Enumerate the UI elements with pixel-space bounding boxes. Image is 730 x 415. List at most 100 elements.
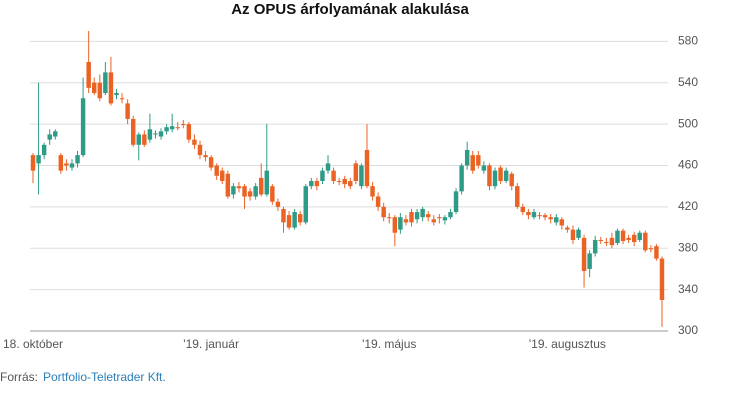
candle-body bbox=[53, 131, 58, 137]
candle-body bbox=[464, 149, 470, 166]
candle-body bbox=[409, 212, 414, 223]
candle-body bbox=[554, 217, 559, 223]
candle-body bbox=[526, 212, 531, 216]
candle-body bbox=[425, 214, 431, 218]
candle-body bbox=[492, 170, 498, 187]
candle-body bbox=[604, 242, 609, 244]
candle-body bbox=[220, 170, 225, 181]
candle-body bbox=[364, 149, 370, 187]
candle-body bbox=[498, 167, 503, 181]
y-tick-label: 540 bbox=[678, 75, 698, 89]
candle-body bbox=[30, 155, 36, 171]
x-tick-label: '19. augusztus bbox=[529, 337, 606, 351]
candle-body bbox=[214, 165, 219, 176]
candle-body bbox=[375, 196, 381, 207]
candle-body bbox=[587, 253, 592, 269]
candle-body bbox=[314, 181, 320, 187]
candle-body bbox=[336, 181, 342, 183]
candle-body bbox=[36, 155, 41, 164]
candle-body bbox=[448, 212, 453, 218]
candle-body bbox=[654, 246, 659, 259]
source-label: Forrás: bbox=[0, 370, 38, 384]
candle-body bbox=[208, 157, 214, 168]
candle-body bbox=[97, 82, 103, 99]
candle-body bbox=[487, 165, 492, 187]
candle-body bbox=[576, 229, 581, 238]
candle-body bbox=[403, 219, 409, 223]
candle-body bbox=[142, 134, 147, 145]
candle-body bbox=[86, 62, 91, 88]
source-link[interactable]: Portfolio-Teletrader Kft. bbox=[43, 370, 166, 384]
candle-body bbox=[242, 186, 247, 197]
candle-body bbox=[136, 134, 141, 145]
candle-body bbox=[225, 173, 231, 197]
candle-body bbox=[476, 155, 481, 166]
candle-body bbox=[130, 118, 136, 145]
candle-body bbox=[270, 186, 275, 202]
candle-body bbox=[620, 230, 626, 241]
candle-body bbox=[503, 170, 509, 181]
candle-body bbox=[537, 215, 542, 217]
candle-body bbox=[58, 155, 64, 171]
candle-body bbox=[264, 170, 270, 195]
candle-body bbox=[431, 219, 437, 223]
candle-body bbox=[258, 177, 264, 195]
candle-body bbox=[581, 237, 587, 271]
candle-body bbox=[414, 212, 420, 220]
candle-body bbox=[275, 201, 281, 207]
x-tick-label: '19. január bbox=[183, 337, 239, 351]
x-tick-label: '19. május bbox=[362, 337, 416, 351]
candle-body bbox=[320, 170, 325, 181]
x-tick-label: 18. október bbox=[3, 337, 63, 351]
y-tick-label: 380 bbox=[678, 240, 698, 254]
candle-body bbox=[637, 232, 642, 240]
candle-body bbox=[359, 165, 364, 187]
candle-body bbox=[470, 155, 475, 171]
candle-body bbox=[236, 186, 242, 189]
candle-body bbox=[286, 215, 292, 228]
candle-body bbox=[108, 72, 114, 104]
y-tick-label: 580 bbox=[678, 34, 698, 48]
candle-body bbox=[80, 98, 86, 156]
candle-body bbox=[659, 258, 665, 300]
candle-body bbox=[47, 134, 52, 140]
candle-body bbox=[231, 186, 236, 195]
candle-body bbox=[92, 82, 97, 94]
candle-body bbox=[442, 217, 448, 221]
y-tick-label: 340 bbox=[678, 282, 698, 296]
candle-body bbox=[147, 129, 153, 140]
candle-body bbox=[309, 181, 314, 187]
candle-body bbox=[631, 234, 637, 243]
candle-body bbox=[41, 144, 47, 156]
candle-body bbox=[186, 124, 192, 140]
candle-body bbox=[114, 93, 119, 96]
candle-body bbox=[592, 239, 598, 254]
candle-body bbox=[392, 217, 398, 233]
candle-body bbox=[119, 98, 125, 100]
candle-body bbox=[459, 165, 464, 192]
candle-body bbox=[181, 124, 186, 126]
candle-body bbox=[398, 217, 403, 230]
candle-body bbox=[175, 127, 180, 129]
y-tick-label: 460 bbox=[678, 158, 698, 172]
candle-body bbox=[325, 163, 331, 171]
candle-body bbox=[247, 191, 253, 197]
candle-body bbox=[515, 186, 520, 207]
candle-body bbox=[648, 248, 654, 250]
candle-body bbox=[169, 126, 175, 130]
candle-body bbox=[615, 230, 620, 244]
candle-body bbox=[643, 232, 648, 251]
candle-body bbox=[531, 212, 537, 218]
candle-body bbox=[370, 186, 375, 197]
candle-body bbox=[437, 217, 442, 219]
candle-body bbox=[192, 139, 197, 145]
candle-body bbox=[281, 208, 286, 223]
candle-body bbox=[331, 170, 336, 181]
candle-body bbox=[75, 155, 80, 164]
candle-body bbox=[342, 178, 347, 185]
candle-body bbox=[158, 131, 164, 137]
y-tick-label: 500 bbox=[678, 116, 698, 130]
candle-body bbox=[542, 215, 548, 218]
candle-body bbox=[420, 208, 425, 218]
